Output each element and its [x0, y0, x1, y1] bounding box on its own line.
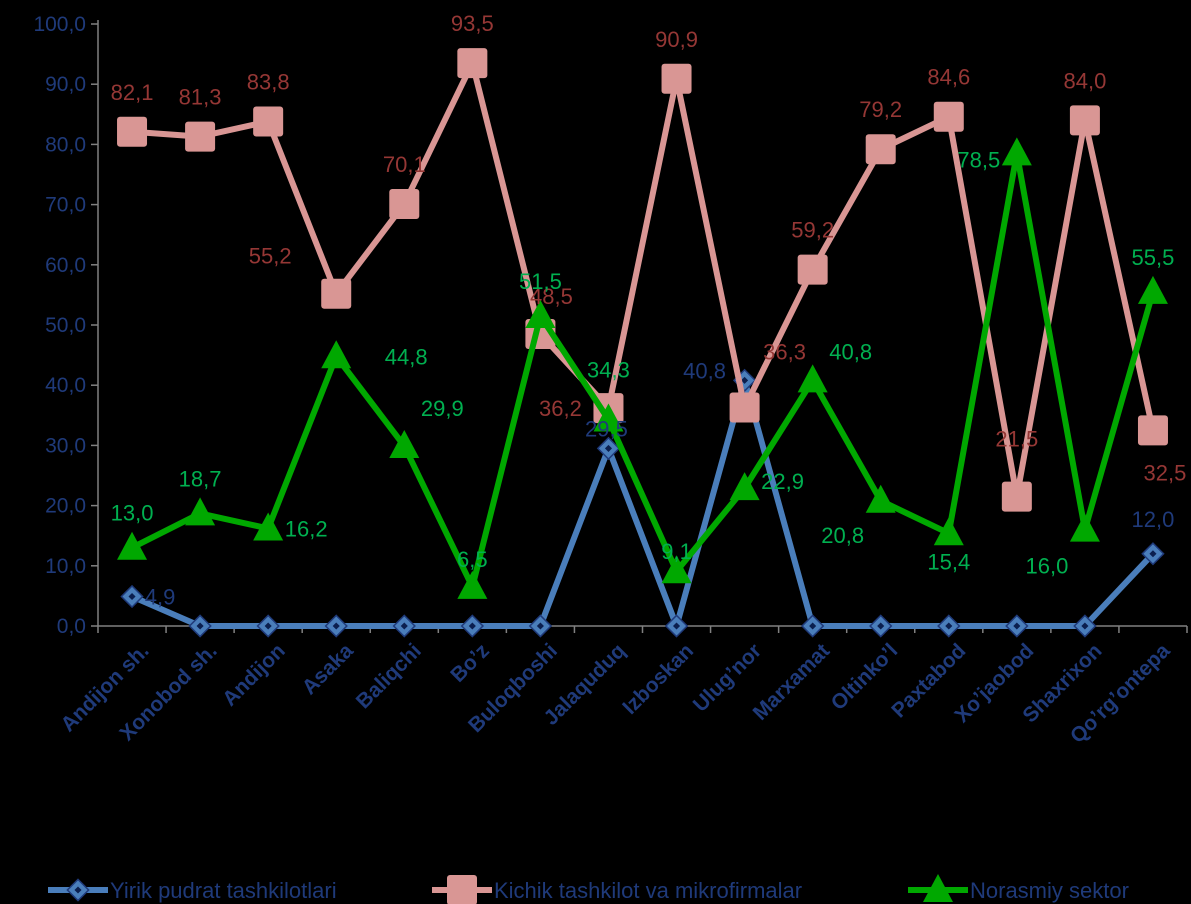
data-label-kichik: 90,9	[655, 27, 698, 52]
data-point-yirik	[326, 615, 347, 636]
data-label-kichik: 36,2	[539, 396, 582, 421]
data-label-kichik: 32,5	[1144, 460, 1187, 485]
data-point-yirik	[666, 615, 687, 636]
y-tick-label: 40,0	[45, 374, 86, 397]
data-point-kichik	[798, 255, 828, 285]
data-label-kichik: 55,2	[249, 244, 292, 269]
data-label-norasmiy: 34,3	[587, 358, 630, 383]
data-point-kichik	[662, 64, 692, 94]
x-tick-label: Bo’z	[446, 639, 494, 687]
data-point-norasmiy	[321, 340, 351, 368]
legend-item-norasmiy: Norasmiy sektor	[908, 874, 1129, 903]
data-point-kichik	[934, 102, 964, 132]
legend-marker	[67, 879, 88, 900]
data-point-norasmiy	[185, 497, 215, 525]
data-label-kichik: 82,1	[111, 80, 154, 105]
data-label-norasmiy: 13,0	[111, 501, 154, 526]
data-label-kichik: 84,0	[1063, 68, 1106, 93]
data-point-kichik	[117, 117, 147, 147]
data-label-kichik: 21,5	[995, 427, 1038, 452]
data-point-norasmiy	[1002, 137, 1032, 165]
x-tick-label: Izboskan	[618, 639, 698, 719]
data-point-kichik	[866, 134, 896, 164]
data-label-norasmiy: 22,9	[761, 469, 804, 494]
data-label-norasmiy: 16,0	[1025, 554, 1068, 579]
data-point-yirik	[530, 615, 551, 636]
x-tick-label: Baliqchi	[352, 639, 426, 713]
y-tick-label: 80,0	[45, 133, 86, 156]
legend-label: Kichik tashkilot va mikrofirmalar	[494, 878, 802, 903]
data-point-kichik	[457, 48, 487, 78]
data-point-norasmiy	[1070, 514, 1100, 542]
data-label-kichik: 84,6	[927, 65, 970, 90]
data-point-norasmiy	[1138, 276, 1168, 304]
data-label-kichik: 36,3	[763, 339, 806, 364]
y-tick-label: 60,0	[45, 254, 86, 277]
y-tick-label: 50,0	[45, 314, 86, 337]
data-point-kichik	[1070, 105, 1100, 135]
data-point-yirik	[938, 615, 959, 636]
data-point-yirik	[802, 615, 823, 636]
data-label-norasmiy: 18,7	[179, 466, 222, 491]
y-tick-label: 10,0	[45, 555, 86, 578]
data-label-norasmiy: 51,5	[519, 269, 562, 294]
data-label-norasmiy: 9,1	[661, 539, 692, 564]
data-point-yirik	[1006, 615, 1027, 636]
legend-label: Yirik pudrat tashkilotlari	[110, 878, 337, 903]
data-label-norasmiy: 6,5	[457, 547, 488, 572]
y-tick-label: 70,0	[45, 194, 86, 217]
data-point-norasmiy	[866, 485, 896, 513]
data-point-yirik	[189, 615, 210, 636]
data-label-kichik: 59,2	[791, 218, 834, 243]
legend-item-yirik: Yirik pudrat tashkilotlari	[48, 878, 337, 903]
data-point-norasmiy	[457, 571, 487, 599]
data-point-yirik	[870, 615, 891, 636]
data-label-norasmiy: 29,9	[421, 396, 464, 421]
y-tick-label: 30,0	[45, 434, 86, 457]
data-point-kichik	[321, 279, 351, 309]
y-tick-label: 20,0	[45, 495, 86, 518]
data-point-norasmiy	[798, 364, 828, 392]
data-point-kichik	[1002, 482, 1032, 512]
data-label-norasmiy: 15,4	[927, 549, 970, 574]
y-tick-label: 0,0	[57, 615, 86, 638]
data-point-kichik	[1138, 415, 1168, 445]
chart-legend: Yirik pudrat tashkilotlari Kichik tashkil…	[48, 874, 1129, 904]
data-label-kichik: 70,1	[383, 152, 426, 177]
data-point-yirik	[462, 615, 483, 636]
data-point-kichik	[730, 392, 760, 422]
legend-marker	[447, 875, 477, 904]
legend-item-kichik: Kichik tashkilot va mikrofirmalar	[432, 875, 802, 904]
data-label-yirik: 12,0	[1132, 507, 1175, 532]
x-tick-label: Andijon	[218, 639, 290, 711]
data-label-norasmiy: 16,2	[285, 516, 328, 541]
data-point-yirik	[394, 615, 415, 636]
chart-series	[117, 48, 1168, 636]
data-point-yirik	[258, 615, 279, 636]
data-point-kichik	[253, 107, 283, 137]
y-tick-label: 100,0	[33, 13, 86, 36]
data-label-norasmiy: 44,8	[385, 344, 428, 369]
data-point-kichik	[389, 189, 419, 219]
data-label-yirik: 40,8	[683, 358, 726, 383]
data-label-norasmiy: 20,8	[821, 523, 864, 548]
x-tick-label: Asaka	[298, 639, 358, 699]
y-tick-label: 90,0	[45, 73, 86, 96]
data-point-yirik	[121, 586, 142, 607]
data-label-kichik: 79,2	[859, 97, 902, 122]
data-label-kichik: 81,3	[179, 85, 222, 110]
legend-label: Norasmiy sektor	[970, 878, 1129, 903]
data-label-yirik: 29,5	[585, 416, 628, 441]
data-label-kichik: 83,8	[247, 70, 290, 95]
data-label-norasmiy: 40,8	[829, 339, 872, 364]
data-label-norasmiy: 55,5	[1132, 245, 1175, 270]
data-label-norasmiy: 78,5	[957, 147, 1000, 172]
data-label-kichik: 93,5	[451, 11, 494, 36]
data-label-yirik: 4,9	[145, 585, 176, 610]
data-point-kichik	[185, 122, 215, 152]
